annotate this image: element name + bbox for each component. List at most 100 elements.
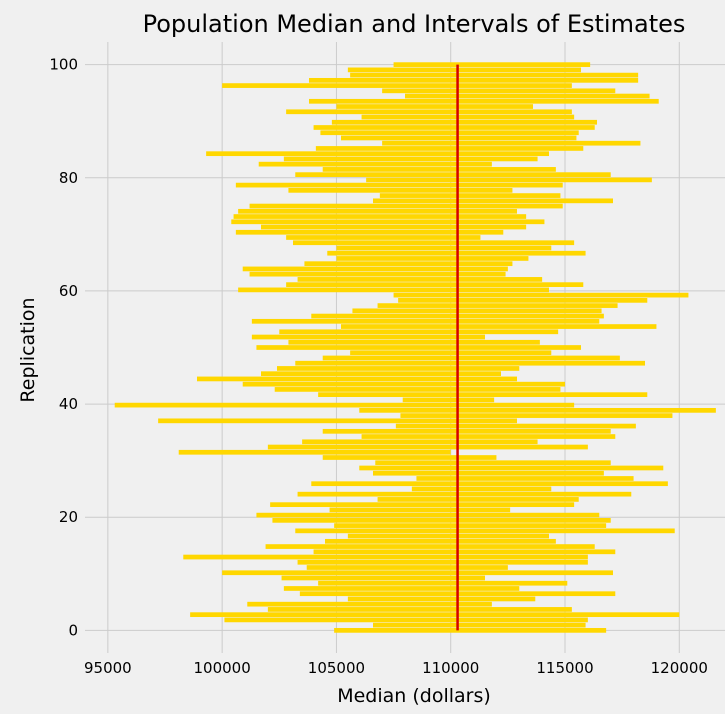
interval-bar	[405, 93, 650, 99]
interval-bar	[329, 507, 511, 513]
interval-bar	[350, 72, 639, 78]
interval-bar	[261, 224, 527, 230]
interval-bar	[318, 392, 648, 398]
interval-bar	[279, 329, 559, 335]
y-tick-label: 80	[59, 169, 78, 187]
interval-bar	[393, 62, 591, 67]
interval-bar	[373, 198, 613, 204]
interval-bar	[183, 554, 588, 560]
interval-bar	[235, 182, 563, 188]
interval-bar	[247, 601, 492, 607]
interval-bar	[306, 565, 508, 570]
chart-title: Population Median and Intervals of Estim…	[143, 10, 686, 38]
interval-bar	[224, 617, 588, 623]
interval-bar	[411, 486, 552, 492]
interval-bar	[302, 439, 538, 445]
interval-bar	[265, 544, 595, 549]
interval-bar	[393, 292, 689, 298]
interval-bar	[347, 596, 536, 602]
interval-bar	[350, 350, 552, 356]
interval-bar	[375, 460, 611, 466]
interval-bar	[359, 465, 664, 471]
interval-bar	[233, 214, 527, 219]
interval-bar	[249, 203, 563, 209]
y-tick-label: 100	[49, 56, 78, 74]
interval-bar	[318, 580, 568, 586]
interval-bar	[277, 366, 520, 371]
interval-bar	[286, 235, 481, 240]
interval-bar	[309, 98, 659, 104]
interval-bar	[361, 434, 616, 439]
interval-bar	[373, 470, 604, 476]
interval-bar	[281, 575, 485, 581]
interval-bar	[402, 397, 495, 403]
interval-bar	[352, 308, 602, 314]
x-tick-label: 120000	[651, 659, 708, 677]
interval-bar	[416, 476, 634, 481]
interval-bar	[222, 83, 572, 88]
interval-bar	[398, 297, 648, 303]
interval-bar	[190, 612, 680, 618]
interval-bar	[322, 355, 620, 361]
interval-bar	[366, 177, 652, 183]
y-axis-label: Replication	[17, 297, 39, 402]
interval-bar	[336, 256, 529, 261]
y-tick-label: 60	[59, 282, 78, 300]
interval-bar	[382, 140, 641, 146]
interval-bar	[114, 402, 575, 408]
interval-bar	[373, 622, 586, 628]
interval-bar	[256, 512, 600, 518]
interval-bar	[293, 240, 575, 246]
interval-bar	[197, 376, 517, 382]
interval-bar	[286, 109, 572, 115]
interval-bar	[313, 549, 616, 555]
interval-bar	[274, 387, 561, 392]
interval-bar	[400, 413, 673, 418]
interval-bar	[297, 277, 543, 282]
interval-bar	[311, 481, 668, 487]
interval-bar	[331, 119, 597, 125]
interval-bar	[359, 408, 716, 413]
interval-bar	[336, 245, 552, 251]
x-tick-label: 110000	[422, 659, 479, 677]
interval-bar	[251, 318, 600, 324]
interval-bar	[256, 345, 581, 350]
interval-bar	[322, 428, 611, 434]
interval-bar	[283, 156, 538, 162]
interval-bar	[222, 570, 613, 576]
x-tick-label: 95000	[84, 659, 132, 677]
interval-bar	[270, 502, 575, 508]
interval-bar	[295, 172, 611, 177]
y-tick-labels: 0 20 40 60 80 100	[49, 56, 78, 640]
interval-bar	[286, 282, 584, 287]
interval-bar	[336, 104, 533, 109]
interval-bar	[322, 455, 497, 460]
interval-bar	[178, 449, 451, 455]
interval-bar	[334, 628, 607, 633]
interval-bar	[361, 114, 575, 120]
interval-bar	[379, 193, 561, 198]
interval-bar	[267, 444, 588, 450]
x-tick-label: 105000	[308, 659, 365, 677]
interval-bar	[313, 125, 595, 130]
interval-bar	[261, 371, 501, 377]
interval-bar	[377, 303, 618, 308]
interval-bar	[267, 607, 572, 612]
interval-bar	[382, 88, 616, 94]
interval-bar	[283, 586, 520, 591]
x-axis-label: Median (dollars)	[337, 685, 491, 707]
x-tick-label: 100000	[194, 659, 251, 677]
interval-bar	[242, 381, 565, 387]
interval-bar	[377, 497, 579, 502]
interval-bar	[325, 538, 556, 544]
interval-bar	[206, 151, 549, 157]
interval-bar	[347, 533, 549, 539]
interval-bar	[304, 261, 513, 267]
interval-bar	[238, 287, 549, 293]
y-tick-label: 0	[68, 621, 78, 639]
interval-bar	[295, 528, 675, 534]
interval-bar	[341, 324, 657, 329]
interval-bar	[320, 130, 579, 136]
x-tick-label: 115000	[536, 659, 593, 677]
